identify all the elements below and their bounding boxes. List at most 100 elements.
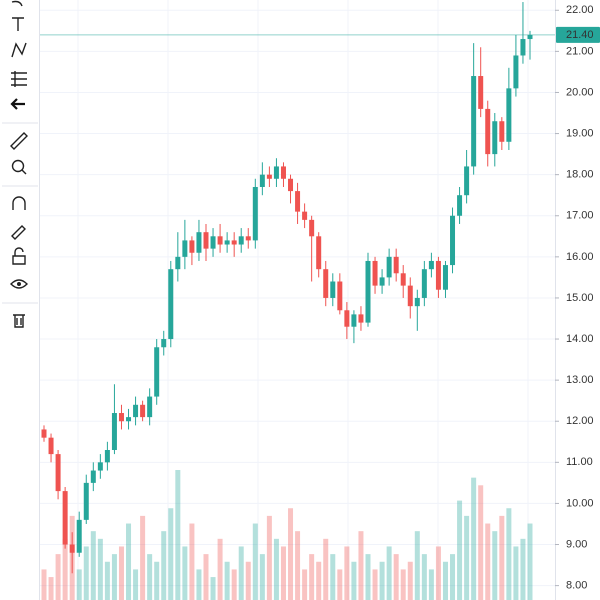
visibility-tool[interactable]	[10, 279, 28, 289]
prediction-tool[interactable]	[11, 71, 27, 87]
candle-body	[69, 544, 75, 553]
volume-bar	[154, 561, 160, 600]
volume-bar	[182, 546, 188, 600]
volume-bar	[140, 515, 146, 600]
candle-body	[252, 186, 258, 241]
candle-body	[182, 240, 188, 257]
delete-tool[interactable]	[13, 314, 25, 328]
y-tick-label: 17.00	[566, 210, 594, 222]
lock-tool[interactable]	[12, 247, 26, 265]
candle-body	[273, 166, 279, 179]
volume-bar	[231, 569, 237, 600]
candle-body	[55, 454, 61, 492]
volume-bar	[259, 554, 265, 600]
candle-body	[203, 232, 209, 249]
candle-body	[330, 281, 336, 298]
candle-layer	[41, 2, 533, 574]
text-tool[interactable]	[12, 17, 24, 31]
volume-bar	[62, 538, 68, 600]
candle-body	[288, 178, 294, 192]
candle-body	[464, 166, 470, 196]
candle-body	[62, 491, 68, 545]
candle-body	[407, 285, 413, 307]
volume-bar	[118, 546, 124, 600]
candle-body	[499, 121, 505, 142]
candle-body	[280, 166, 286, 179]
candle-body	[492, 121, 498, 155]
volume-bar	[323, 538, 329, 600]
volume-bar	[520, 538, 526, 600]
candle-body	[126, 417, 132, 422]
volume-bar	[330, 554, 336, 600]
volume-bar	[126, 523, 132, 600]
toolbar	[2, 0, 40, 600]
magnet-tool[interactable]	[12, 196, 26, 210]
candle-body	[210, 236, 216, 249]
candle-body	[435, 260, 441, 290]
y-tick-label: 15.00	[566, 292, 594, 304]
volume-bar	[76, 569, 82, 600]
candle-body	[217, 236, 223, 245]
volume-bar	[252, 523, 258, 600]
candle-body	[351, 314, 357, 327]
y-tick-label: 18.00	[566, 169, 594, 181]
y-tick-label: 16.00	[566, 251, 594, 263]
volume-bar	[175, 470, 181, 600]
back-tool[interactable]	[10, 98, 25, 110]
volume-bar	[245, 561, 251, 600]
zoom-tool[interactable]	[11, 159, 25, 173]
candle-body	[76, 519, 82, 553]
ruler-tool[interactable]	[10, 132, 28, 150]
candle-body	[104, 450, 110, 463]
candle-body	[140, 404, 146, 418]
volume-bar	[393, 554, 399, 600]
pattern-tool[interactable]	[11, 42, 27, 58]
candle-body	[238, 236, 244, 245]
candle-body	[245, 236, 251, 241]
y-tick-label: 19.00	[566, 127, 594, 139]
y-tick-label: 10.00	[566, 497, 594, 509]
candle-body	[41, 429, 47, 438]
volume-bar	[527, 523, 533, 600]
volume-bar	[358, 531, 364, 600]
candle-body	[478, 76, 484, 109]
volume-bar	[302, 569, 308, 600]
candle-body	[450, 215, 456, 266]
candle-body	[323, 269, 329, 298]
brush-tool[interactable]	[11, 0, 23, 7]
candle-body	[97, 462, 103, 471]
volume-bar	[189, 523, 195, 600]
volume-bar	[492, 531, 498, 600]
volume-bar	[464, 515, 470, 600]
candle-body	[365, 260, 371, 323]
volume-bar	[506, 508, 512, 600]
volume-bar	[450, 554, 456, 600]
candle-body	[175, 256, 181, 270]
candle-body	[400, 273, 406, 286]
y-tick-label: 8.00	[566, 580, 587, 592]
lock-drawing-tool[interactable]	[11, 225, 26, 240]
volume-bar	[421, 554, 427, 600]
volume-bar	[442, 561, 448, 600]
volume-bar	[435, 546, 441, 600]
candle-body	[196, 232, 202, 253]
candle-body	[386, 256, 392, 278]
candle-body	[414, 297, 420, 307]
candle-body	[457, 195, 463, 216]
candle-body	[154, 347, 160, 397]
candle-body	[506, 88, 512, 142]
volume-bar	[48, 577, 54, 600]
candle-body	[337, 281, 343, 311]
candle-body	[189, 240, 195, 253]
candle-body	[358, 314, 364, 323]
y-tick-label: 13.00	[566, 374, 594, 386]
volume-bar	[386, 546, 392, 600]
volume-bar	[471, 477, 477, 600]
candle-body	[527, 34, 533, 40]
volume-bar	[288, 508, 294, 600]
volume-bar	[428, 569, 434, 600]
volume-bar	[210, 577, 216, 600]
candle-body	[393, 256, 399, 274]
volume-bar	[414, 531, 420, 600]
